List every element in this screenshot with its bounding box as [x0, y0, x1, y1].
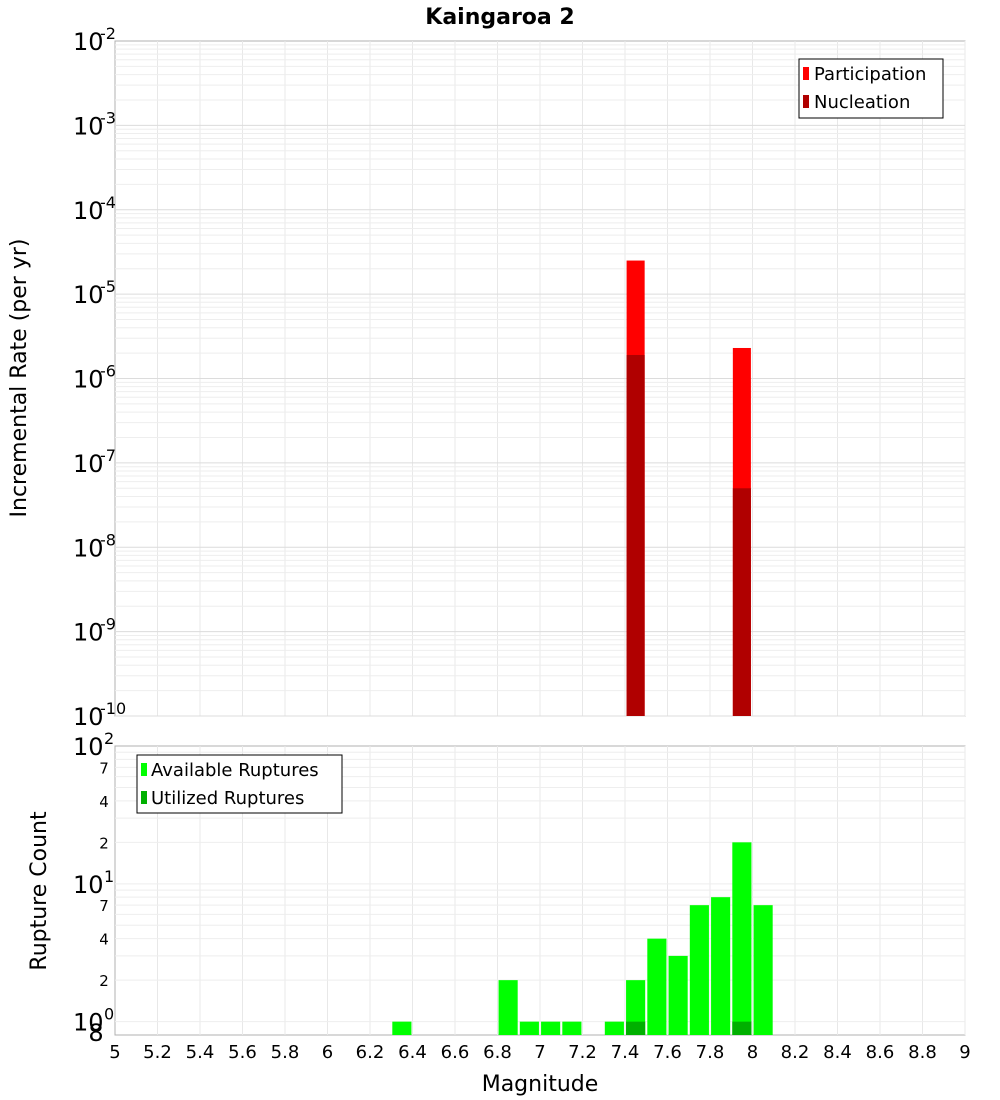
x-tick-label: 7.6 [653, 1042, 682, 1063]
x-tick-label: 5.4 [186, 1042, 215, 1063]
y-tick-label: 10 [73, 28, 104, 56]
x-tick-label: 8.8 [908, 1042, 937, 1063]
bottom-y-axis-label: Rupture Count [27, 811, 52, 971]
legend-swatch-available-ruptures [141, 763, 147, 776]
available-ruptures-bar [647, 938, 667, 1035]
x-tick-label: 5.2 [143, 1042, 172, 1063]
x-tick-label: 8.4 [823, 1042, 852, 1063]
available-ruptures-bar [519, 1021, 539, 1035]
bottom-bars [392, 842, 773, 1035]
y-tick-exponent: -4 [100, 193, 116, 212]
available-ruptures-bar [498, 980, 518, 1035]
y-tick-label: 10 [73, 1009, 104, 1037]
legend-swatch-participation [803, 67, 809, 80]
available-ruptures-bar [541, 1021, 561, 1035]
x-tick-label: 7 [534, 1042, 545, 1063]
x-tick-labels: 5 5.2 5.4 5.6 5.8 6 6.2 6.4 6.6 6.8 7 7.2 7.4 7.6 7.8 8… [109, 1042, 970, 1063]
y-tick-exponent: -9 [100, 615, 116, 634]
y-minor-tick-label: 8 [88, 1019, 103, 1047]
y-tick-exponent: -3 [100, 108, 116, 127]
available-ruptures-bar [626, 980, 646, 1035]
y-tick-exponent: -8 [100, 530, 116, 549]
y-tick-exponent: -2 [100, 24, 116, 43]
nucleation-bar [732, 488, 751, 716]
x-tick-label: 7.2 [568, 1042, 597, 1063]
x-tick-label: 7.4 [611, 1042, 640, 1063]
x-tick-label: 5 [109, 1042, 120, 1063]
y-tick-label: 10 [73, 534, 104, 562]
x-tick-label: 8 [747, 1042, 758, 1063]
y-minor-tick-label: 2 [99, 972, 109, 990]
top-bars [626, 260, 751, 716]
available-ruptures-bar [732, 842, 752, 1035]
x-tick-label: 7.8 [696, 1042, 725, 1063]
available-ruptures-bar [392, 1021, 412, 1035]
top-legend: Participation Nucleation [798, 58, 944, 119]
y-minor-tick-label: 2 [99, 834, 109, 852]
x-tick-label: 5.8 [271, 1042, 300, 1063]
x-tick-label: 6 [322, 1042, 333, 1063]
bottom-legend: Available Ruptures Utilized Ruptures [136, 754, 343, 814]
y-tick-exponent: 2 [104, 729, 114, 748]
y-tick-label: 10 [73, 366, 104, 394]
y-minor-tick-label: 4 [99, 793, 109, 811]
top-legend-box [798, 58, 944, 119]
utilized-ruptures-bar [732, 1021, 752, 1035]
top-grid [115, 41, 966, 717]
y-minor-tick-label: 7 [99, 897, 109, 915]
x-tick-label: 6.4 [398, 1042, 427, 1063]
utilized-ruptures-bar [626, 1021, 646, 1035]
x-tick-label: 9 [959, 1042, 970, 1063]
y-minor-tick-label: 7 [99, 759, 109, 777]
available-ruptures-bar [668, 955, 688, 1035]
y-tick-exponent: 0 [104, 1005, 114, 1024]
x-tick-label: 6.2 [356, 1042, 385, 1063]
available-ruptures-bar [604, 1021, 624, 1035]
x-tick-label: 8.6 [866, 1042, 895, 1063]
x-tick-label: 8.2 [781, 1042, 810, 1063]
y-tick-exponent: -7 [100, 446, 116, 465]
y-tick-label: 10 [73, 871, 104, 899]
x-axis-label: Magnitude [482, 1072, 599, 1097]
y-tick-exponent: -6 [100, 362, 116, 381]
y-tick-label: 10 [73, 112, 104, 140]
available-ruptures-bar [753, 905, 773, 1035]
x-tick-label: 6.6 [441, 1042, 470, 1063]
legend-label-available-ruptures: Available Ruptures [151, 760, 319, 781]
legend-swatch-nucleation [803, 95, 809, 108]
y-tick-exponent: -5 [100, 277, 116, 296]
y-minor-tick-label: 4 [99, 931, 109, 949]
available-ruptures-bar [562, 1021, 582, 1035]
y-tick-label: 10 [73, 197, 104, 225]
y-tick-label: 10 [73, 733, 104, 761]
nucleation-bar [626, 354, 645, 716]
available-ruptures-bar [689, 905, 709, 1035]
y-tick-exponent: 1 [104, 867, 114, 886]
x-tick-label: 5.6 [228, 1042, 257, 1063]
y-tick-label: 10 [73, 281, 104, 309]
bottom-legend-box [136, 754, 343, 814]
legend-label-nucleation: Nucleation [814, 92, 910, 113]
y-tick-label: 10 [73, 450, 104, 478]
chart-title: Kaingaroa 2 [425, 5, 574, 30]
legend-label-participation: Participation [814, 64, 926, 85]
y-tick-label: 10 [73, 619, 104, 647]
available-ruptures-bar [711, 897, 731, 1035]
y-tick-exponent: -10 [100, 699, 126, 718]
legend-label-utilized-ruptures: Utilized Ruptures [151, 788, 304, 809]
y-tick-label: 10 [73, 703, 104, 731]
legend-swatch-utilized-ruptures [141, 791, 147, 804]
x-tick-label: 6.8 [483, 1042, 512, 1063]
top-y-axis-label: Incremental Rate (per yr) [7, 239, 32, 518]
bottom-grid [115, 746, 966, 1035]
